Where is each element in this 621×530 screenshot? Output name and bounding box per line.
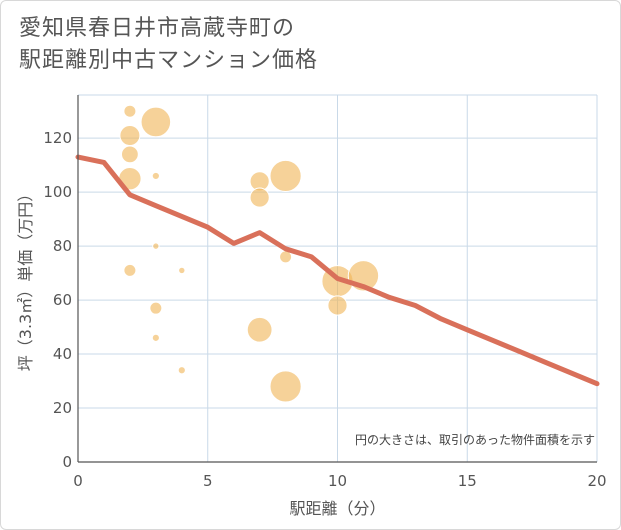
bubble: [151, 333, 160, 342]
bubble: [178, 266, 186, 275]
bubbles: [118, 104, 380, 403]
size-note: 円の大きさは、取引のあった物件面積を示す: [355, 432, 595, 447]
bubble: [269, 159, 302, 193]
bubble: [123, 263, 137, 277]
tick-labels: 0 20 40 60 80 100 120 0 5 10 15 20: [43, 129, 606, 490]
x-tick-label: 20: [587, 472, 606, 490]
bubble: [177, 366, 186, 375]
trend-line-group: [75, 154, 600, 387]
y-tick-label: 80: [53, 237, 72, 255]
y-tick-label: 120: [43, 129, 72, 147]
y-tick-label: 100: [43, 183, 72, 201]
x-tick-label: 10: [328, 472, 347, 490]
bubble: [149, 301, 163, 315]
y-tick-label: 60: [53, 291, 72, 309]
x-tick-label: 5: [203, 472, 213, 490]
chart-title: 愛知県春日井市高蔵寺町の 駅距離別中古マンション価格: [19, 13, 318, 77]
chart-title-line-2: 駅距離別中古マンション価格: [19, 48, 319, 73]
bubble: [120, 145, 139, 164]
bubble: [151, 171, 160, 181]
trend-line: [75, 154, 600, 387]
y-tick-label: 40: [53, 345, 72, 363]
bubble: [140, 106, 172, 138]
x-axis-title: 駅距離（分）: [289, 499, 385, 518]
bubble: [123, 104, 137, 118]
bubble: [246, 316, 273, 343]
bubble: [152, 242, 160, 250]
bubble: [327, 295, 348, 316]
bubble: [119, 124, 141, 146]
y-tick-label: 20: [53, 399, 72, 417]
x-tick-label: 0: [73, 472, 83, 490]
chart-title-line-1: 愛知県春日井市高蔵寺町の: [19, 16, 296, 41]
y-tick-label: 0: [62, 453, 72, 471]
y-axis-title: 坪（3.3㎡）単価（万円）: [16, 186, 35, 371]
axes: [77, 95, 597, 463]
bubble: [269, 370, 302, 403]
x-tick-label: 15: [458, 472, 477, 490]
bubble: [249, 187, 270, 208]
